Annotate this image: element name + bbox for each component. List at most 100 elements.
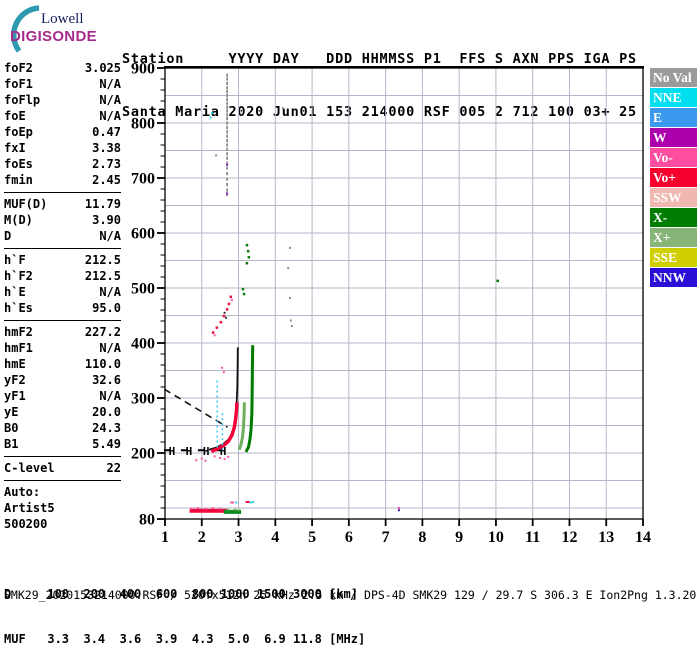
series-second-hop-green [241, 243, 499, 296]
param-row-M(D): M(D) 3.90 [4, 212, 121, 228]
param-row-h`F: h`F 212.5 [4, 252, 121, 268]
plot-gridlines [165, 68, 644, 519]
x-tick-label-6: 6 [345, 529, 353, 546]
param-label: Artist5 [4, 501, 55, 515]
param-divider [4, 248, 121, 249]
param-value: 0.47 [92, 125, 121, 139]
param-label: foEs [4, 157, 33, 171]
param-row-foF2: foF2 3.025 [4, 60, 121, 76]
param-row-foFlp: foFlp N/A [4, 92, 121, 108]
series-f-trace-red [210, 402, 239, 454]
param-label: C-level [4, 461, 55, 475]
y-tick-label-700: 700 [131, 171, 155, 188]
param-row-hmF1: hmF1 N/A [4, 340, 121, 356]
logo-lowell-text: Lowell [41, 11, 84, 27]
param-label: h`F2 [4, 269, 33, 283]
param-divider [4, 192, 121, 193]
series-purple-scatter [226, 163, 229, 195]
param-row-B1: B1 5.49 [4, 436, 121, 452]
param-label: yE [4, 405, 19, 419]
param-value: N/A [99, 389, 121, 403]
param-label: yF1 [4, 389, 26, 403]
legend-item-x-: X- [650, 208, 697, 227]
header-values: Santa Maria 2020 Jun01 153 214000 RSF 00… [122, 103, 637, 120]
y-tick-label-500: 500 [131, 281, 155, 298]
y-tick-label-600: 600 [131, 226, 155, 243]
param-row-h`F2: h`F2 212.5 [4, 268, 121, 284]
y-tick-label-80: 80 [139, 512, 155, 529]
param-label: foF2 [4, 61, 33, 75]
x-tick-label-14: 14 [635, 529, 651, 546]
param-row-foEs: foEs 2.73 [4, 156, 121, 172]
legend-item-nnw: NNW [650, 268, 697, 287]
y-tick-label-300: 300 [131, 391, 155, 408]
x-axis-ticks: 1 2 3 4 5 6 7 8 9 10 11 12 13 14 [161, 519, 651, 546]
param-value: N/A [99, 77, 121, 91]
muf-table-muf-row: MUF 3.3 3.4 3.6 3.9 4.3 5.0 6.9 11.8 [MH… [4, 632, 366, 646]
param-value: 3.90 [92, 213, 121, 227]
param-row-C-level: C-level 22 [4, 460, 121, 476]
param-value: 3.025 [84, 61, 121, 75]
legend-item-nne: NNE [650, 88, 697, 107]
svg-text:H: H [220, 445, 227, 458]
param-value: 212.5 [84, 269, 121, 283]
param-label: foEp [4, 125, 33, 139]
x-tick-label-5: 5 [308, 529, 316, 546]
legend-item-ssw: SSW [650, 188, 697, 207]
svg-text:H: H [186, 445, 193, 458]
series-f-trace-green-outer [244, 345, 255, 453]
param-value: 24.3 [92, 421, 121, 435]
legend-item-sse: SSE [650, 248, 697, 267]
plot-frame [164, 65, 645, 520]
y-axis-ticks: 900 800 700 600 500 400 300 200 80 [131, 61, 165, 529]
y-tick-label-400: 400 [131, 336, 155, 353]
param-divider [4, 480, 121, 481]
y-tick-label-800: 800 [131, 116, 155, 133]
series-second-hop-red [211, 295, 233, 334]
x-tick-label-2: 2 [198, 529, 206, 546]
param-row-hmE: hmE 110.0 [4, 356, 121, 372]
param-value: 95.0 [92, 301, 121, 315]
param-value: 5.49 [92, 437, 121, 451]
param-label: h`E [4, 285, 26, 299]
param-label: fmin [4, 173, 33, 187]
x-tick-label-12: 12 [561, 529, 577, 546]
series-pink-scatter [195, 299, 400, 509]
param-value: 212.5 [84, 253, 121, 267]
lowell-digisonde-logo: Lowell DIGISONDE [4, 4, 120, 53]
param-value: N/A [99, 229, 121, 243]
param-label: M(D) [4, 213, 33, 227]
param-row-yF2: yF2 32.6 [4, 372, 121, 388]
parameters-panel: foF2 3.025 foF1 N/A foFlp N/A foE N/A foEp 0.47 fx… [4, 60, 121, 532]
param-value: 3.38 [92, 141, 121, 155]
param-value: N/A [99, 285, 121, 299]
param-value: N/A [99, 93, 121, 107]
param-label: foE [4, 109, 26, 123]
param-label: fxI [4, 141, 26, 155]
param-row-h`E: h`E N/A [4, 284, 121, 300]
param-label: Auto: [4, 485, 41, 499]
param-row-500200: 500200 [4, 516, 121, 532]
param-divider [4, 456, 121, 457]
param-label: h`Es [4, 301, 33, 315]
param-value: 2.45 [92, 173, 121, 187]
x-tick-label-3: 3 [235, 529, 243, 546]
legend-item-e: E [650, 108, 697, 127]
series-artist-dashed-extension [163, 388, 228, 428]
header-column-titles: Station YYYY DAY DDD HHMMSS P1 FFS S AXN… [122, 51, 637, 67]
param-row-MUF(D): MUF(D) 11.79 [4, 196, 121, 212]
series-dark-scatter [223, 311, 227, 319]
param-value: 11.79 [84, 197, 121, 211]
param-row-fmin: fmin 2.45 [4, 172, 121, 188]
param-label: h`F [4, 253, 26, 267]
series-es-speckles-lightgreen [227, 508, 240, 512]
series-es-speckles-red [245, 501, 250, 503]
series-cyan-scatter [209, 112, 214, 119]
y-tick-label-200: 200 [131, 446, 155, 463]
param-label: hmE [4, 357, 26, 371]
param-label: yF2 [4, 373, 26, 387]
param-label: MUF(D) [4, 197, 48, 211]
param-value: 20.0 [92, 405, 121, 419]
